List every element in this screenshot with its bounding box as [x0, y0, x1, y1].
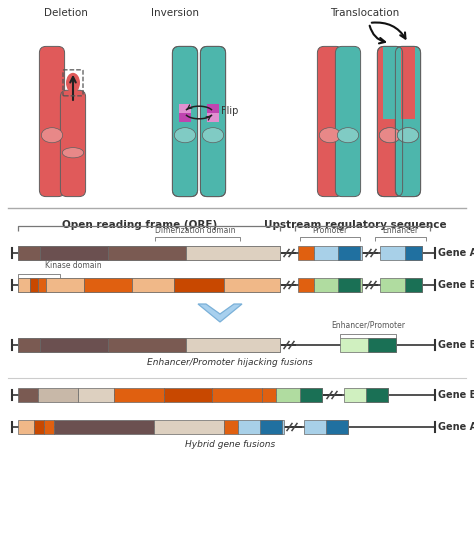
Bar [224, 420, 238, 434]
Bar [262, 388, 276, 402]
Bar [338, 278, 360, 292]
Bar [174, 278, 224, 292]
Ellipse shape [397, 128, 419, 143]
Bar [207, 112, 219, 122]
Bar [132, 278, 174, 292]
Bar [405, 246, 422, 260]
Bar [54, 420, 154, 434]
Bar [304, 420, 348, 434]
Bar [340, 338, 396, 352]
Bar [40, 246, 108, 260]
Text: Gene B::Gene A: Gene B::Gene A [438, 390, 474, 400]
Ellipse shape [397, 128, 419, 143]
Bar [179, 104, 191, 112]
FancyBboxPatch shape [377, 46, 402, 197]
Bar [38, 278, 46, 292]
Text: Hybrid gene fusions: Hybrid gene fusions [185, 440, 275, 449]
Bar [186, 338, 280, 352]
Text: Deletion: Deletion [44, 8, 88, 18]
Bar [18, 338, 280, 352]
Text: Promoter: Promoter [312, 226, 347, 235]
Bar [18, 246, 40, 260]
Bar [314, 278, 362, 292]
Bar [78, 388, 114, 402]
Ellipse shape [379, 128, 401, 143]
Text: Open reading frame (ORF): Open reading frame (ORF) [63, 220, 218, 230]
Bar [344, 388, 388, 402]
Bar [238, 420, 284, 434]
Ellipse shape [379, 128, 401, 143]
Ellipse shape [337, 128, 359, 143]
Text: Gene B::Gene A: Gene B::Gene A [438, 340, 474, 350]
Bar [212, 388, 262, 402]
Text: Inversion: Inversion [151, 8, 199, 18]
Bar [18, 246, 280, 260]
FancyBboxPatch shape [395, 46, 420, 197]
Bar [108, 246, 186, 260]
Bar [18, 338, 40, 352]
Text: Dimerization domain: Dimerization domain [155, 226, 235, 235]
Text: Enhancer/Promoter hijacking fusions: Enhancer/Promoter hijacking fusions [147, 358, 313, 367]
FancyBboxPatch shape [60, 90, 86, 197]
Text: Gene A::Gene B: Gene A::Gene B [438, 422, 474, 432]
Bar [405, 278, 422, 292]
Ellipse shape [41, 128, 63, 143]
Bar [326, 420, 348, 434]
Text: Gene B: Gene B [438, 280, 474, 290]
Ellipse shape [319, 128, 341, 143]
Bar [383, 47, 397, 119]
Bar [44, 420, 54, 434]
Bar [224, 278, 280, 292]
Bar [179, 112, 191, 122]
Bar [366, 388, 388, 402]
Bar [401, 47, 415, 119]
Bar [314, 246, 362, 260]
Bar [164, 388, 212, 402]
Ellipse shape [202, 128, 224, 143]
Bar [18, 278, 280, 292]
Ellipse shape [62, 148, 84, 158]
Text: Upstream regulatory sequence: Upstream regulatory sequence [264, 220, 447, 230]
Bar [207, 104, 219, 112]
Ellipse shape [174, 128, 196, 143]
Bar [18, 420, 34, 434]
Bar [38, 388, 78, 402]
Text: Enhancer: Enhancer [382, 226, 418, 235]
Bar [300, 388, 322, 402]
Bar [40, 338, 108, 352]
Ellipse shape [66, 73, 80, 93]
Text: Flip: Flip [221, 105, 238, 116]
Text: Enhancer/Promoter: Enhancer/Promoter [331, 321, 405, 330]
Bar [380, 278, 422, 292]
Bar [380, 246, 422, 260]
Text: Gene A: Gene A [438, 248, 474, 258]
FancyBboxPatch shape [318, 46, 343, 197]
Bar [276, 388, 322, 402]
Bar [298, 246, 314, 260]
Bar [34, 420, 44, 434]
Polygon shape [198, 304, 242, 322]
Text: Translocation: Translocation [330, 8, 400, 18]
Bar [186, 246, 280, 260]
FancyBboxPatch shape [201, 46, 226, 197]
Bar [298, 278, 314, 292]
Bar [30, 278, 38, 292]
Bar [84, 278, 132, 292]
Bar [18, 388, 38, 402]
Bar [338, 246, 360, 260]
Bar [46, 278, 84, 292]
FancyBboxPatch shape [336, 46, 361, 197]
FancyBboxPatch shape [39, 46, 64, 197]
Bar [260, 420, 282, 434]
Bar [114, 388, 164, 402]
FancyBboxPatch shape [173, 46, 198, 197]
Bar [368, 338, 396, 352]
Bar [154, 420, 224, 434]
Bar [108, 338, 186, 352]
Bar [18, 278, 30, 292]
Text: Kinase domain: Kinase domain [45, 261, 101, 270]
